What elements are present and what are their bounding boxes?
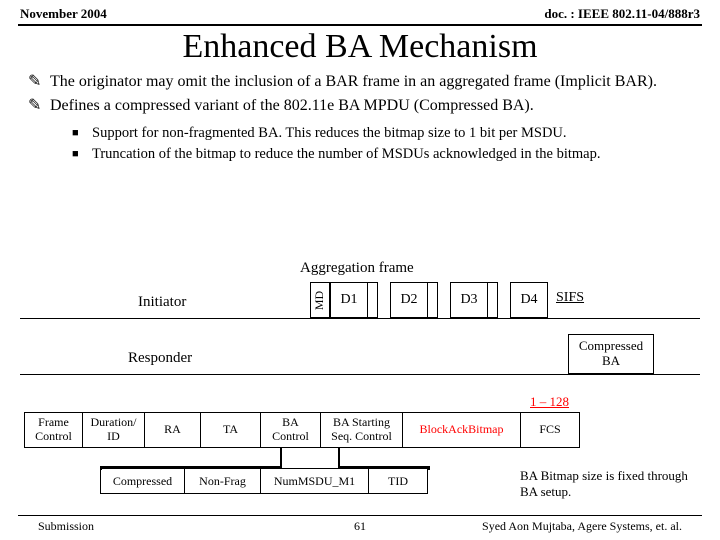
frame-format-table: Frame ControlDuration/ IDRATABA ControlB… (24, 412, 580, 448)
aggregation-label: Aggregation frame (300, 260, 414, 277)
bullet-marker-icon: ✎ (28, 96, 50, 116)
md-box: MD (310, 282, 330, 318)
bullet-text: The originator may omit the inclusion of… (50, 72, 657, 92)
bullet-text: Defines a compressed variant of the 802.… (50, 96, 534, 116)
bullet-1: ✎ The originator may omit the inclusion … (28, 72, 700, 92)
sifs-label: SIFS (556, 290, 584, 306)
slide-header: November 2004 doc. : IEEE 802.11-04/888r… (0, 0, 720, 24)
frame-cell: BA Control (260, 412, 320, 448)
gap-1 (368, 282, 378, 318)
frame-cell: FCS (520, 412, 580, 448)
responder-label: Responder (128, 350, 192, 367)
range-label: 1 – 128 (530, 394, 569, 410)
subfield-cell: Non-Frag (184, 468, 260, 494)
connector-line (280, 448, 282, 468)
connector-line (338, 466, 430, 468)
compressed-ba-box: Compressed BA (568, 334, 654, 374)
frame-cell: TA (200, 412, 260, 448)
gap-3 (488, 282, 498, 318)
connector-line (428, 466, 430, 470)
slide-footer: Submission 61 Syed Aon Mujtaba, Agere Sy… (18, 515, 702, 534)
connector-line (100, 466, 102, 470)
frame-cell: Duration/ ID (82, 412, 144, 448)
bitmap-note: BA Bitmap size is fixed through BA setup… (520, 468, 700, 499)
frame-cell: BlockAckBitmap (402, 412, 520, 448)
sub-marker-icon: ■ (72, 124, 92, 143)
initiator-baseline (20, 318, 700, 319)
bullet-2: ✎ Defines a compressed variant of the 80… (28, 96, 700, 116)
responder-timeline: Responder Compressed BA (20, 336, 700, 380)
gap-2 (428, 282, 438, 318)
frame-cell: BA Starting Seq. Control (320, 412, 402, 448)
sub-bullet-text: Truncation of the bitmap to reduce the n… (92, 145, 600, 164)
slide-title: Enhanced BA Mechanism (0, 28, 720, 66)
d4-box: D4 (510, 282, 548, 318)
bullet-list: ✎ The originator may omit the inclusion … (0, 72, 720, 116)
responder-baseline (20, 374, 700, 375)
ba-control-subtable: CompressedNon-FragNumMSDU_M1TID (100, 468, 428, 494)
initiator-timeline: Initiator MD D1 D2 D3 D4 SIFS (20, 280, 700, 330)
sub-bullet-2: ■ Truncation of the bitmap to reduce the… (72, 145, 700, 164)
connector-line (338, 448, 340, 468)
sub-marker-icon: ■ (72, 145, 92, 164)
connector-line (100, 466, 282, 468)
sub-bullet-list: ■ Support for non-fragmented BA. This re… (0, 120, 720, 164)
frame-cell: Frame Control (24, 412, 82, 448)
d1-box: D1 (330, 282, 368, 318)
header-rule (18, 24, 702, 26)
subfield-cell: Compressed (100, 468, 184, 494)
footer-center: 61 (354, 519, 366, 534)
header-right: doc. : IEEE 802.11-04/888r3 (544, 6, 700, 22)
sub-bullet-1: ■ Support for non-fragmented BA. This re… (72, 124, 700, 143)
bullet-marker-icon: ✎ (28, 72, 50, 92)
initiator-label: Initiator (138, 294, 186, 311)
d2-box: D2 (390, 282, 428, 318)
header-left: November 2004 (20, 6, 107, 22)
sub-bullet-text: Support for non-fragmented BA. This redu… (92, 124, 567, 143)
frame-cell: RA (144, 412, 200, 448)
d3-box: D3 (450, 282, 488, 318)
footer-right: Syed Aon Mujtaba, Agere Systems, et. al. (482, 519, 682, 534)
subfield-cell: NumMSDU_M1 (260, 468, 368, 494)
footer-left: Submission (38, 519, 94, 534)
subfield-cell: TID (368, 468, 428, 494)
